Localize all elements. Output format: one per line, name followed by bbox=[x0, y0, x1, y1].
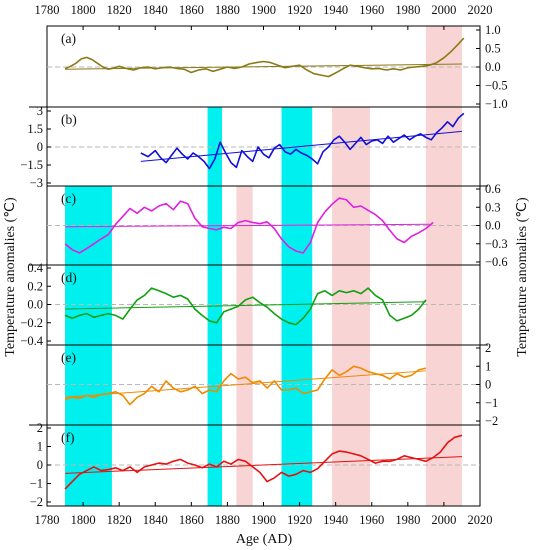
y-tick-label-c-2: 0.0 bbox=[485, 219, 501, 233]
y-tick-label-d-4: 0.4 bbox=[27, 261, 43, 275]
trend-line-c bbox=[65, 223, 430, 228]
y-tick-label-b-3: 1.5 bbox=[27, 122, 43, 136]
y-tick-label-a-2: 0.0 bbox=[485, 60, 501, 74]
panel-label-c: (c) bbox=[61, 191, 76, 206]
x-tick-label-top-1980: 1980 bbox=[395, 3, 420, 17]
y-tick-label-b-2: 0 bbox=[37, 140, 43, 154]
x-tick-label-top-1820: 1820 bbox=[107, 3, 132, 17]
x-tick-label-top-1880: 1880 bbox=[215, 3, 240, 17]
x-tick-label-top-1900: 1900 bbox=[251, 3, 276, 17]
axis-ticks bbox=[46, 26, 481, 506]
y-tick-label-c-4: 0.6 bbox=[485, 182, 501, 196]
x-tick-label-top-1860: 1860 bbox=[179, 3, 204, 17]
x-tick-label-bottom-1860: 1860 bbox=[179, 513, 204, 527]
x-tick-label-bottom-1980: 1980 bbox=[395, 513, 420, 527]
trend-line-f bbox=[65, 456, 462, 474]
x-tick-label-bottom-1920: 1920 bbox=[287, 513, 312, 527]
panel-label-b: (b) bbox=[61, 112, 77, 127]
data-series bbox=[47, 37, 480, 490]
x-tick-label-bottom-1880: 1880 bbox=[215, 513, 240, 527]
y-tick-label-d-3: 0.2 bbox=[27, 279, 43, 293]
panel-label-e: (e) bbox=[61, 350, 76, 365]
y-tick-label-c-3: 0.3 bbox=[485, 200, 501, 214]
y-tick-label-e-1: −1 bbox=[485, 396, 498, 410]
y-tick-label-f-4: 2 bbox=[37, 421, 43, 435]
y-tick-label-f-2: 0 bbox=[37, 458, 43, 472]
y-tick-label-f-0: −2 bbox=[30, 495, 43, 509]
y-tick-label-a-1: −0.5 bbox=[485, 79, 508, 93]
y-tick-label-a-3: 0.5 bbox=[485, 42, 501, 56]
x-tick-label-bottom-1780: 1780 bbox=[35, 513, 60, 527]
x-tick-label-bottom-1960: 1960 bbox=[359, 513, 384, 527]
x-tick-label-bottom-2020: 2020 bbox=[468, 513, 493, 527]
trend-line-a bbox=[65, 63, 462, 70]
x-tick-label-top-1940: 1940 bbox=[323, 3, 348, 17]
warm-band-3 bbox=[236, 186, 253, 506]
y-tick-label-b-4: 3 bbox=[37, 104, 43, 118]
x-tick-label-bottom-1820: 1820 bbox=[107, 513, 132, 527]
series-line-a bbox=[64, 37, 465, 78]
trend-line-d bbox=[65, 301, 426, 310]
y-tick-label-f-1: −1 bbox=[30, 477, 43, 491]
series-line-d bbox=[64, 287, 427, 326]
x-tick-label-top-1840: 1840 bbox=[143, 3, 168, 17]
trend-line-e bbox=[65, 370, 426, 398]
y-tick-label-e-3: 1 bbox=[485, 359, 491, 373]
series-line-e bbox=[64, 365, 427, 406]
x-tick-label-bottom-2000: 2000 bbox=[431, 513, 456, 527]
x-tick-label-top-1780: 1780 bbox=[35, 3, 60, 17]
cold-band-0 bbox=[65, 186, 112, 506]
warm-band-5 bbox=[425, 26, 462, 506]
y-axis-title-left: Temperature anomalies (℃) bbox=[3, 197, 18, 357]
x-tick-label-top-1960: 1960 bbox=[359, 3, 384, 17]
y-tick-label-d-0: −0.4 bbox=[20, 334, 43, 348]
y-tick-label-f-3: 1 bbox=[37, 440, 43, 454]
x-tick-label-top-2000: 2000 bbox=[431, 3, 456, 17]
panel-label-d: (d) bbox=[61, 270, 77, 285]
x-tick-label-bottom-1800: 1800 bbox=[71, 513, 96, 527]
x-tick-label-top-2020: 2020 bbox=[468, 3, 493, 17]
cold-band-2 bbox=[281, 107, 313, 506]
x-tick-label-top-1800: 1800 bbox=[71, 3, 96, 17]
y-tick-label-a-4: 1.0 bbox=[485, 23, 501, 37]
trend-line-b bbox=[140, 130, 463, 162]
warm-band-4 bbox=[332, 107, 370, 506]
y-tick-label-b-1: −1.5 bbox=[20, 158, 43, 172]
highlight-bands bbox=[65, 26, 462, 506]
x-tick-label-bottom-1840: 1840 bbox=[143, 513, 168, 527]
x-tick-label-top-1920: 1920 bbox=[287, 3, 312, 17]
x-tick-label-bottom-1940: 1940 bbox=[323, 513, 348, 527]
panel-label-a: (a) bbox=[61, 31, 76, 46]
y-tick-label-b-0: −3 bbox=[30, 176, 43, 190]
y-tick-label-d-1: −0.2 bbox=[20, 316, 43, 330]
x-axis-title: Age (AD) bbox=[236, 532, 293, 547]
y-tick-label-a-0: −1.0 bbox=[485, 97, 508, 111]
series-line-c bbox=[64, 197, 434, 254]
y-tick-label-e-2: 0 bbox=[485, 378, 491, 392]
y-tick-label-e-4: 2 bbox=[485, 341, 491, 355]
y-tick-label-e-0: −2 bbox=[485, 414, 498, 428]
axis-labels: 1780 1780 1800 1800 1820 1820 1840 1840 1860 1860… bbox=[20, 3, 507, 527]
y-tick-label-c-0: −0.6 bbox=[485, 255, 508, 269]
y-tick-label-d-2: 0.0 bbox=[27, 298, 43, 312]
series-line-f bbox=[64, 434, 463, 490]
y-axis-title-right: Temperature anomalies (℃) bbox=[515, 197, 530, 357]
panel-label-f: (f) bbox=[61, 430, 75, 445]
x-tick-label-bottom-1900: 1900 bbox=[251, 513, 276, 527]
y-tick-label-c-1: −0.3 bbox=[485, 237, 508, 251]
